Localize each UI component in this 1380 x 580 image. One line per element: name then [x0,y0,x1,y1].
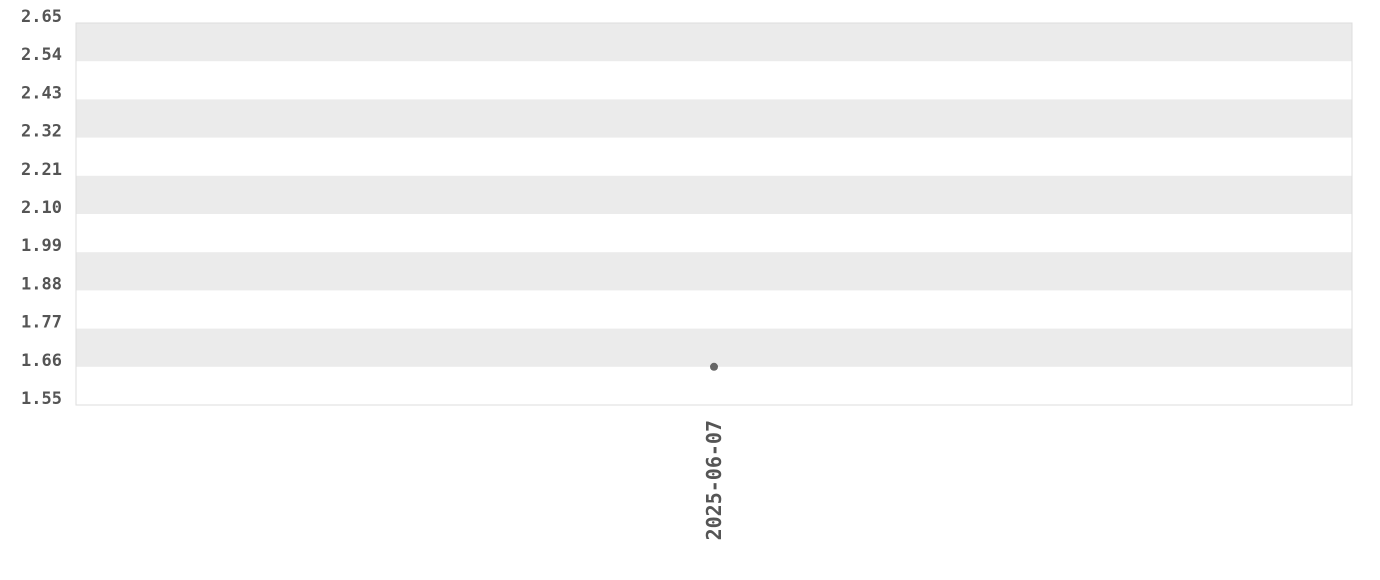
y-tick-label: 1.66 [21,351,62,371]
y-tick-label: 1.99 [21,236,62,256]
x-axis: 2025-06-07 [702,420,726,540]
y-tick-label: 2.54 [21,45,62,65]
x-tick-label: 2025-06-07 [702,420,726,540]
grid-band [76,328,1352,367]
grid-band [76,23,1352,62]
grid-band [76,99,1352,138]
y-tick-label: 1.77 [21,313,62,333]
y-tick-label: 2.65 [21,7,62,27]
data-points [710,362,718,371]
y-tick-label: 2.43 [21,83,62,103]
grid-band [76,175,1352,214]
y-tick-label: 2.10 [21,198,62,218]
y-tick-label: 2.21 [21,160,62,180]
grid-bands [76,23,1352,367]
plot-area-border [75,22,1353,406]
y-tick-label: 1.55 [21,389,62,409]
data-point [710,362,718,371]
y-axis: 2.65 2.54 2.43 2.32 2.21 2.10 1.99 1.88 1.77 1.66… [21,7,62,409]
y-tick-label: 2.32 [21,122,62,142]
y-tick-label: 1.88 [21,274,62,294]
grid-band [76,252,1352,291]
